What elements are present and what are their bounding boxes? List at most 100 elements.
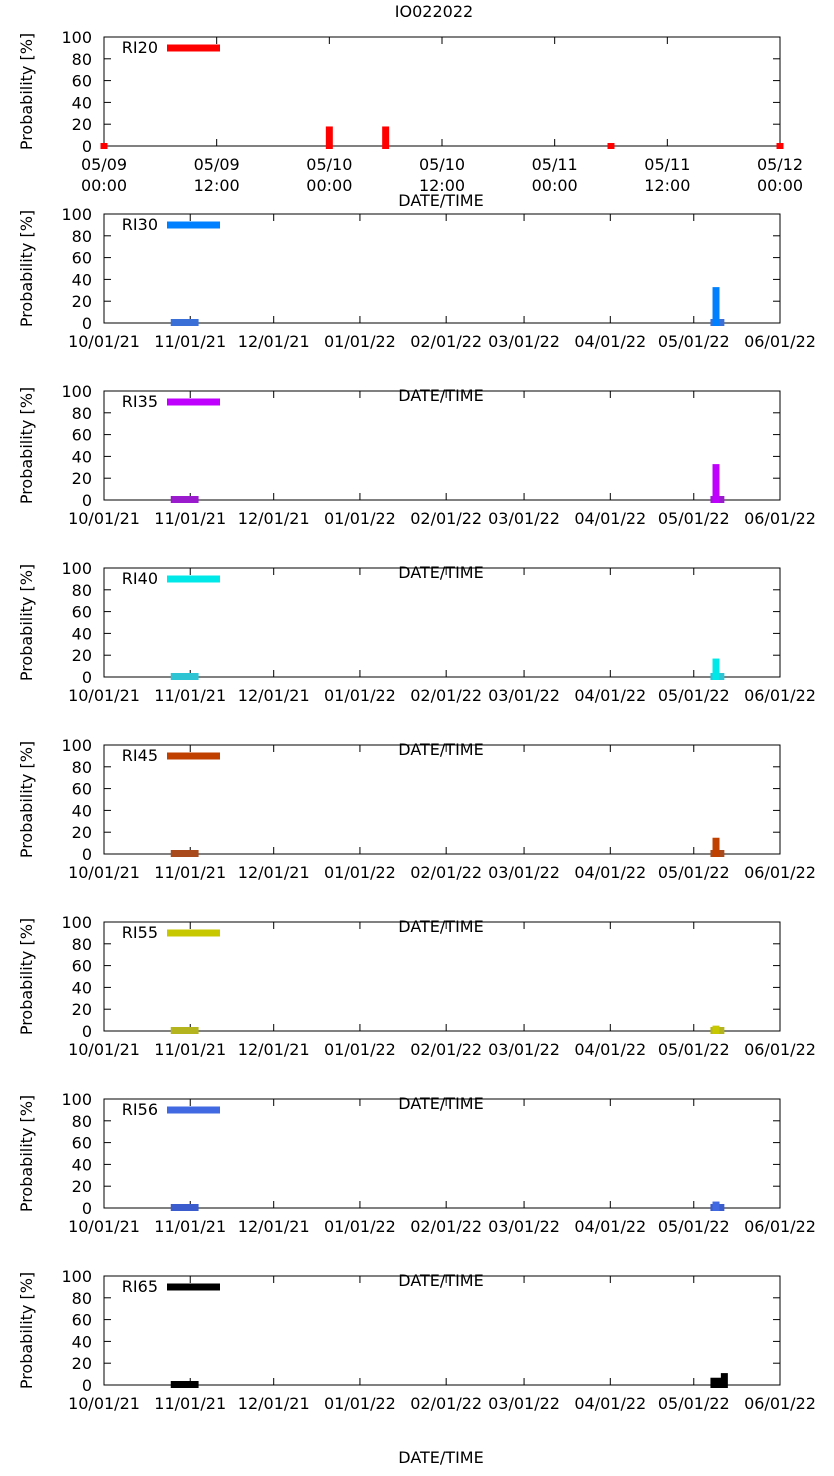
x-tick-label: 05/11 bbox=[644, 155, 690, 174]
y-tick-label: 20 bbox=[72, 646, 92, 665]
y-tick-label: 100 bbox=[61, 205, 92, 224]
baseline-segment bbox=[170, 673, 199, 680]
x-axis-label: DATE/TIME bbox=[398, 1448, 483, 1467]
y-tick-label: 100 bbox=[61, 28, 92, 47]
x-tick-label: 03/01/22 bbox=[488, 1394, 560, 1413]
baseline-segment bbox=[710, 1377, 725, 1388]
y-tick-label: 40 bbox=[72, 624, 92, 643]
y-tick-label: 0 bbox=[82, 1376, 92, 1395]
x-tick-label: 01/01/22 bbox=[324, 509, 396, 528]
chart-panel-ri20: 0 20 40 60 80 100 05/09 00:00 05/09 12:00 05/10 00:… bbox=[17, 28, 803, 210]
y-tick-label: 0 bbox=[82, 1199, 92, 1218]
y-tick-label: 40 bbox=[72, 1332, 92, 1351]
x-tick-label: 01/01/22 bbox=[324, 1217, 396, 1236]
y-tick-label: 60 bbox=[72, 957, 92, 976]
legend-label: RI40 bbox=[122, 569, 158, 588]
x-tick-label: 12/01/21 bbox=[238, 1394, 310, 1413]
x-tick-label: 06/01/22 bbox=[744, 332, 816, 351]
y-tick-label: 20 bbox=[72, 115, 92, 134]
y-axis-label: Probability [%] bbox=[17, 1272, 36, 1389]
x-tick-label: 00:00 bbox=[532, 176, 578, 195]
x-tick-label: 05/10 bbox=[306, 155, 352, 174]
y-tick-label: 80 bbox=[72, 50, 92, 69]
x-tick-label: 02/01/22 bbox=[410, 686, 482, 705]
x-tick-label: 06/01/22 bbox=[744, 1040, 816, 1059]
x-tick-label: 04/01/22 bbox=[574, 509, 646, 528]
x-axis-label: DATE/TIME bbox=[398, 740, 483, 759]
x-tick-label: 11/01/21 bbox=[154, 1217, 226, 1236]
chart-panel-ri35: 0 20 40 60 80 100 10/01/21 11/01/21 12/01/21 01/0… bbox=[17, 382, 816, 582]
y-tick-label: 60 bbox=[72, 603, 92, 622]
plot-frame bbox=[103, 921, 781, 1032]
x-tick-label: 06/01/22 bbox=[744, 1394, 816, 1413]
chart-panels: 0 20 40 60 80 100 05/09 00:00 05/09 12:00 05/10 00:… bbox=[17, 28, 816, 1467]
y-axis-label: Probability [%] bbox=[17, 1095, 36, 1212]
y-tick-label: 80 bbox=[72, 581, 92, 600]
y-tick-label: 40 bbox=[72, 978, 92, 997]
x-tick-label: 01/01/22 bbox=[324, 1040, 396, 1059]
plot-frame bbox=[103, 1098, 781, 1209]
y-tick-label: 0 bbox=[82, 1022, 92, 1041]
baseline-segment bbox=[170, 850, 199, 857]
x-tick-label: 03/01/22 bbox=[488, 509, 560, 528]
data-bar bbox=[712, 1201, 720, 1211]
x-tick-label: 12:00 bbox=[194, 176, 240, 195]
data-bar bbox=[712, 464, 720, 503]
x-tick-label: 04/01/22 bbox=[574, 332, 646, 351]
x-tick-label: 11/01/21 bbox=[154, 863, 226, 882]
y-tick-label: 20 bbox=[72, 1354, 92, 1373]
x-tick-label: 11/01/21 bbox=[154, 1040, 226, 1059]
y-tick-label: 20 bbox=[72, 823, 92, 842]
x-tick-label: 01/01/22 bbox=[324, 332, 396, 351]
chart-panel-ri45: 0 20 40 60 80 100 10/01/21 11/01/21 12/01/21 01/0… bbox=[17, 736, 816, 936]
x-tick-label: 11/01/21 bbox=[154, 1394, 226, 1413]
plot-frame bbox=[103, 213, 781, 324]
x-axis-label: DATE/TIME bbox=[398, 1271, 483, 1290]
x-tick-label: 01/01/22 bbox=[324, 686, 396, 705]
x-tick-label: 12:00 bbox=[419, 176, 465, 195]
x-tick-label: 05/01/22 bbox=[658, 509, 730, 528]
baseline-segment bbox=[170, 1027, 199, 1034]
data-bar bbox=[607, 143, 615, 149]
x-tick-label: 03/01/22 bbox=[488, 332, 560, 351]
x-tick-label: 04/01/22 bbox=[574, 686, 646, 705]
x-tick-label: 06/01/22 bbox=[744, 509, 816, 528]
chart-panel-ri65: 0 20 40 60 80 100 10/01/21 11/01/21 12/01/21 01/0… bbox=[17, 1267, 816, 1467]
x-tick-label: 05/01/22 bbox=[658, 863, 730, 882]
x-tick-label: 06/01/22 bbox=[744, 686, 816, 705]
x-axis-label: DATE/TIME bbox=[398, 1094, 483, 1113]
legend-label: RI65 bbox=[122, 1277, 158, 1296]
y-axis-label: Probability [%] bbox=[17, 741, 36, 858]
y-tick-label: 100 bbox=[61, 382, 92, 401]
x-axis-label: DATE/TIME bbox=[398, 917, 483, 936]
x-tick-label: 12/01/21 bbox=[238, 686, 310, 705]
x-tick-label: 10/01/21 bbox=[68, 1217, 140, 1236]
baseline-segment bbox=[170, 496, 199, 503]
x-tick-label: 04/01/22 bbox=[574, 863, 646, 882]
x-tick-label: 05/09 bbox=[81, 155, 127, 174]
x-tick-label: 12/01/21 bbox=[238, 863, 310, 882]
x-tick-label: 12/01/21 bbox=[238, 1040, 310, 1059]
x-tick-label: 04/01/22 bbox=[574, 1217, 646, 1236]
x-tick-label: 05/01/22 bbox=[658, 332, 730, 351]
y-axis-label: Probability [%] bbox=[17, 210, 36, 327]
x-tick-label: 05/10 bbox=[419, 155, 465, 174]
chart-panel-ri30: 0 20 40 60 80 100 10/01/21 11/01/21 12/01/21 01/0… bbox=[17, 205, 816, 405]
plot-frame bbox=[103, 744, 781, 855]
x-tick-label: 02/01/22 bbox=[410, 1040, 482, 1059]
x-tick-label: 01/01/22 bbox=[324, 1394, 396, 1413]
figure-title: IO022022 bbox=[395, 2, 473, 21]
x-tick-label: 06/01/22 bbox=[744, 863, 816, 882]
x-axis-label: DATE/TIME bbox=[398, 563, 483, 582]
y-tick-label: 80 bbox=[72, 758, 92, 777]
y-tick-label: 0 bbox=[82, 668, 92, 687]
y-tick-label: 80 bbox=[72, 935, 92, 954]
x-tick-label: 04/01/22 bbox=[574, 1040, 646, 1059]
data-bar bbox=[325, 126, 333, 149]
plot-frame bbox=[103, 567, 781, 678]
x-tick-label: 04/01/22 bbox=[574, 1394, 646, 1413]
legend-label: RI56 bbox=[122, 1100, 158, 1119]
x-tick-label: 03/01/22 bbox=[488, 686, 560, 705]
x-tick-label: 03/01/22 bbox=[488, 1217, 560, 1236]
data-bar bbox=[382, 126, 390, 149]
